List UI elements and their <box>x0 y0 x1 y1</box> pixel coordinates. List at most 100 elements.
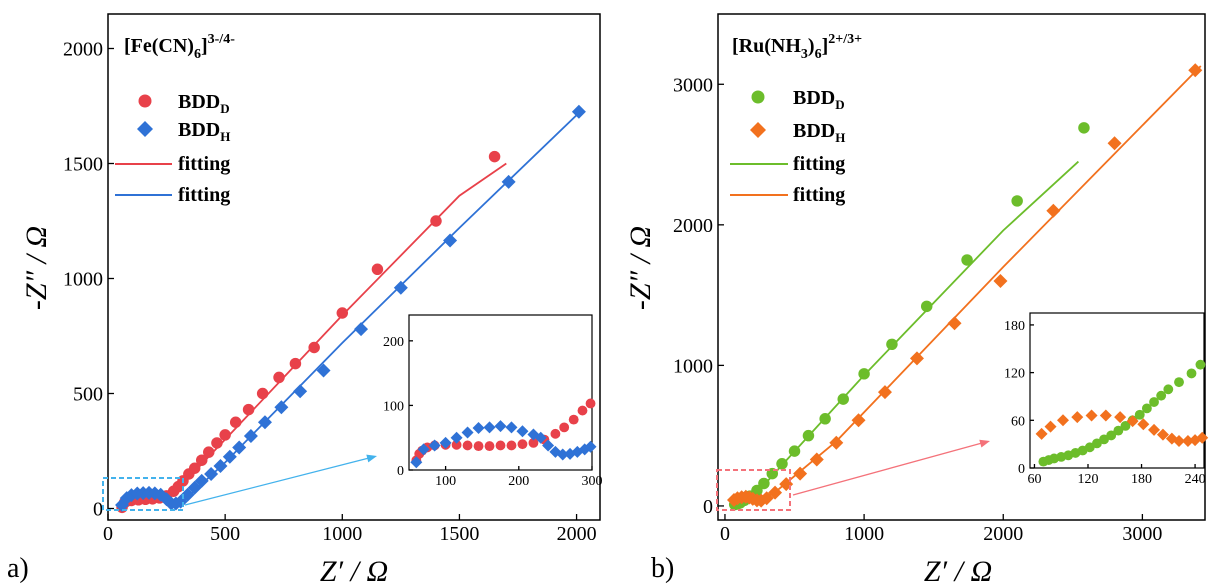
panel-a-inset-x-tick-label: 200 <box>508 474 529 489</box>
legend-bddh-marker <box>137 121 153 137</box>
legend-bddh-marker <box>750 122 766 138</box>
panel-a-inset-bddd-point <box>585 398 596 409</box>
panel-a-bddd-point <box>188 462 201 474</box>
panel-b-x-tick-label: 2000 <box>983 523 1023 545</box>
panel-a-inset-bddh-point <box>494 420 507 433</box>
panel-b-bddd-point <box>802 429 815 442</box>
legend-bddd-marker <box>138 94 152 108</box>
panel-b-bddh-point <box>877 385 892 400</box>
panel-a-x-tick-label: 2000 <box>557 523 597 545</box>
panel-b-ticks: 0 1000 2000 3000 0 1000 2000 3000 <box>673 74 1162 545</box>
panel-b-fit-line-2 <box>734 160 1080 506</box>
panel-a-inset-y-tick-label: 0 <box>397 464 404 479</box>
legend-bddh-label: BDDH <box>793 120 845 145</box>
panel-b-zoom-arrow-head <box>979 439 990 448</box>
panel-a-bddh-point <box>501 174 516 189</box>
panel-b-zoom-arrow-line <box>792 442 983 496</box>
panel-b-inset-bddh-point <box>1114 411 1127 424</box>
panel-a-inset-bddh-point <box>439 436 452 449</box>
legend-bddd-label: BDDD <box>178 91 230 116</box>
panel-a-y-tick-label: 2000 <box>63 39 103 61</box>
panel-a-bddd-point <box>273 371 285 384</box>
legend-fitting-red-label: fitting <box>178 153 230 175</box>
panel-a-legend: BDDD BDDH fitting fitting <box>115 91 230 206</box>
panel-a-bddh-point <box>257 415 272 430</box>
panel-b-inset-x-tick-label: 240 <box>1185 472 1206 487</box>
panel-b-title: [Ru(NH3)6]2+/3+ <box>732 32 862 62</box>
panel-b-inset-bddd-point <box>1163 384 1174 395</box>
panel-a-bddd-point <box>289 357 302 370</box>
panel-a-zoom-arrow-line <box>184 457 370 506</box>
panel-a-x-tick-label: 0 <box>103 523 113 545</box>
panel-b-bddd-point <box>1078 122 1090 134</box>
panel-b-inset-bddh-point <box>1137 418 1150 431</box>
panel-b-inset-bddd-point <box>1134 409 1145 420</box>
panel-a-bddh-point <box>194 473 209 488</box>
panel-a-inset-bddh-point <box>556 448 569 461</box>
panel-b-bddd-point <box>837 393 849 405</box>
panel-b-bddd-point <box>961 254 973 266</box>
panel-b-inset-bddd-point <box>1195 359 1206 370</box>
panel-a-bddd-point <box>308 341 320 354</box>
panel-a-inset-bddd-point <box>451 439 462 450</box>
panel-b-inset-bddd-point <box>1141 403 1152 414</box>
panel-b-x-tick-label: 1000 <box>844 523 884 545</box>
panel-b-bddd-point <box>819 413 831 425</box>
panel-a-inset-y-tick-label: 100 <box>383 399 404 414</box>
panel-b-xlabel: Z′ / Ω <box>924 555 992 587</box>
panel-a-inset-bddd-point <box>495 440 506 451</box>
panel-b-bddh-point <box>947 316 962 331</box>
panel-b-bddh-point <box>829 435 844 450</box>
legend-bddh-label: BDDH <box>178 119 230 144</box>
panel-b-inset-bddh-point <box>1085 409 1098 422</box>
panel-b-bddd-point <box>858 368 870 380</box>
panel-b-inset-y-tick-label: 180 <box>1004 319 1025 334</box>
legend-fitting-orange-label: fitting <box>793 184 845 206</box>
panel-a-bddh-point <box>232 440 247 455</box>
panel-a-bddd-point <box>256 387 269 400</box>
panel-a-inset-bddd-point <box>568 414 579 425</box>
panel-b-bddh-point <box>1107 136 1122 151</box>
panel-a-bddd-point <box>195 454 208 466</box>
panel-a-bddh-point <box>354 322 369 337</box>
panel-a-bddh-point <box>222 449 237 464</box>
panel-a-inset-bddd-point <box>550 428 561 439</box>
legend-bddd-label: BDDD <box>793 87 845 112</box>
panel-a-inset-bddd-point <box>506 440 517 451</box>
panel-a-ylabel: -Z″ / Ω <box>20 226 53 310</box>
panel-a-inset-y-tick-label: 200 <box>383 335 404 350</box>
panel-a-y-tick-label: 1500 <box>63 154 103 176</box>
legend-fitting-green-label: fitting <box>793 153 845 175</box>
panel-a-inset-bddd-point <box>484 441 495 452</box>
panel-b-bddd-point <box>1011 195 1023 207</box>
panel-a-inset-bddd-point <box>462 440 473 451</box>
panel-a-plot-frame <box>107 13 601 521</box>
panel-a-inset-bddh-point <box>542 439 555 452</box>
panel-b-bddh-point <box>793 466 808 481</box>
panel-a-inset-bddd-point <box>517 439 528 450</box>
panel-b-inset-x-tick-label: 60 <box>1027 472 1041 487</box>
panel-a-y-tick-label: 500 <box>73 384 103 406</box>
panel-b-inset-bddh-point <box>1035 427 1048 440</box>
panel-b-legend: BDDD BDDH fitting fitting <box>730 87 845 206</box>
panel-b-inset-y-tick-label: 60 <box>1011 414 1025 429</box>
panel-a-y-tick-label: 0 <box>93 499 103 521</box>
panel-b-inset-bddh-point <box>1057 414 1070 427</box>
panel-a-inset-bddd-point <box>473 441 484 452</box>
panel-b-zoom-box <box>716 469 791 511</box>
panel-a-bddh-point <box>393 280 408 295</box>
panel-a-bddd-point <box>211 437 223 449</box>
panel-b-x-tick-label: 0 <box>720 523 730 545</box>
panel-a-inset-bddh-point <box>417 443 430 456</box>
panel-a-bddd-point <box>371 263 384 276</box>
panel-a-y-tick-label: 1000 <box>63 269 103 291</box>
panel-b-bddh-point <box>1188 63 1203 78</box>
panel-b-bddh-point <box>993 274 1008 289</box>
panel-a-inset-bddd-point <box>528 437 539 448</box>
panel-b-inset-y-tick-label: 120 <box>1004 367 1025 382</box>
panel-b-inset-bddd-point <box>1149 397 1159 407</box>
